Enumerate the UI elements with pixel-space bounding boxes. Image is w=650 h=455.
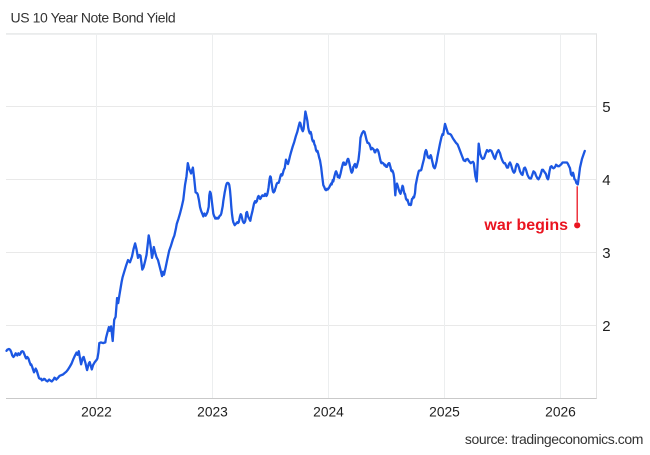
svg-text:2023: 2023 — [197, 404, 228, 419]
svg-text:war begins: war begins — [483, 217, 568, 234]
svg-text:4: 4 — [602, 172, 610, 189]
svg-text:2026: 2026 — [545, 404, 576, 419]
svg-text:3: 3 — [602, 245, 610, 262]
svg-text:source: tradingeconomics.com: source: tradingeconomics.com — [465, 431, 643, 447]
svg-text:2022: 2022 — [81, 404, 112, 419]
svg-text:US 10 Year Note Bond Yield: US 10 Year Note Bond Yield — [11, 10, 176, 26]
svg-text:2025: 2025 — [429, 404, 460, 419]
svg-text:2024: 2024 — [313, 404, 344, 419]
svg-text:2: 2 — [602, 318, 610, 335]
svg-text:5: 5 — [602, 99, 610, 116]
